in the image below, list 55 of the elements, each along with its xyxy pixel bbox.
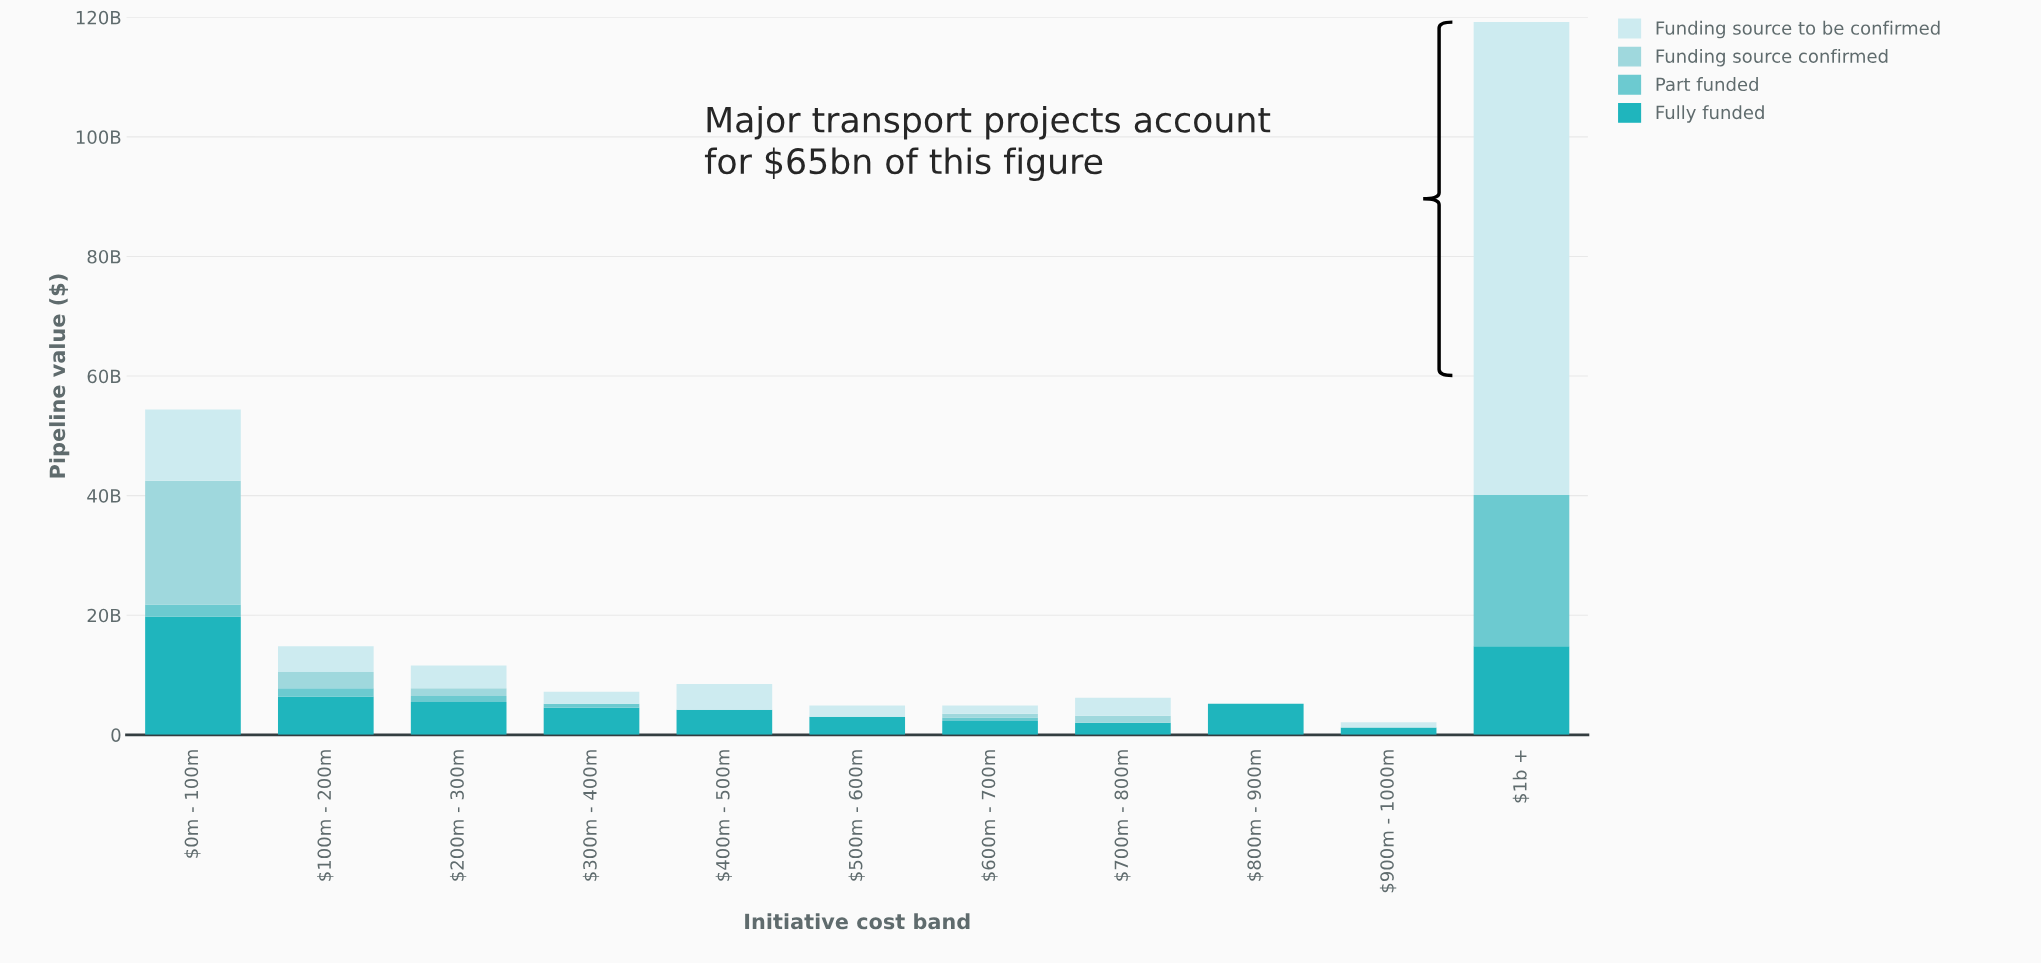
bar	[277, 688, 374, 697]
y-tick-label: 60B	[87, 369, 121, 384]
bar	[145, 409, 241, 481]
x-tick-label: $200m - 300m	[449, 750, 467, 881]
y-axis-title: Pipeline value ($)	[49, 274, 70, 478]
y-tick-label: 120B	[76, 10, 121, 25]
x-tick-label: $900m - 1000m	[1379, 750, 1397, 893]
bar	[1207, 703, 1304, 735]
legend-label: Fully funded	[1656, 105, 1764, 123]
legend-label: Funding source confirmed	[1656, 48, 1888, 67]
y-tick-label: 80B	[87, 249, 121, 264]
bar	[942, 717, 1038, 722]
bar	[809, 716, 906, 735]
bar	[1075, 722, 1171, 735]
annotation: Major transport projects account for $65bn of this figure	[704, 105, 1271, 182]
bar	[277, 671, 374, 689]
x-tick-label: $800m - 900m	[1247, 750, 1264, 881]
bar	[1075, 715, 1171, 723]
bar	[410, 665, 507, 689]
legend-label: Funding source to be confirmed	[1656, 20, 1940, 39]
bar	[1075, 697, 1171, 716]
bar	[676, 683, 773, 710]
legend-label: Part funded	[1656, 77, 1758, 92]
bar	[1473, 646, 1570, 735]
x-tick-label: $100m - 200m	[317, 750, 334, 881]
y-tick-label: 40B	[87, 489, 121, 503]
bar	[543, 691, 640, 704]
bar	[942, 721, 1038, 735]
x-tick-label: $700m - 800m	[1114, 750, 1131, 881]
x-tick-label: $400m - 500m	[715, 750, 733, 881]
bar	[543, 703, 640, 708]
x-tick-label: $500m - 600m	[848, 750, 865, 881]
x-tick-label: $600m - 700m	[981, 750, 998, 881]
bar	[942, 705, 1038, 714]
bar	[145, 480, 241, 605]
bar	[410, 695, 507, 702]
x-tick-label: $300m - 400m	[582, 750, 600, 881]
bar	[676, 709, 773, 735]
bar	[277, 696, 374, 735]
bar	[809, 705, 906, 717]
bar	[277, 646, 374, 672]
bar	[1340, 722, 1437, 728]
bar	[543, 707, 640, 735]
bar	[410, 688, 507, 696]
bar	[145, 604, 241, 617]
x-tick-label: $1b +	[1512, 750, 1530, 803]
y-tick-label: 100B	[76, 130, 121, 145]
y-tick-label: 0	[111, 728, 121, 742]
bar	[145, 616, 241, 735]
bar	[1473, 22, 1570, 496]
x-axis-title: Initiative cost band	[745, 913, 970, 930]
y-tick-label: 20B	[87, 608, 121, 623]
x-tick-label: $0m - 100m	[184, 750, 201, 858]
bar	[1473, 495, 1570, 647]
bar	[410, 701, 507, 735]
